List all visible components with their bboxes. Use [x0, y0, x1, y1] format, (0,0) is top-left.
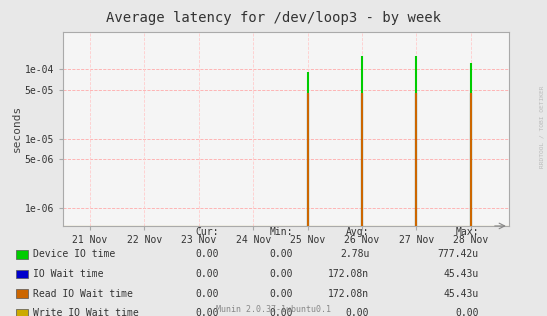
Text: Cur:: Cur: [195, 228, 219, 237]
Text: 2.78u: 2.78u [340, 249, 369, 259]
Text: 45.43u: 45.43u [444, 289, 479, 299]
Text: 0.00: 0.00 [269, 269, 293, 279]
Text: Avg:: Avg: [346, 228, 369, 237]
Text: 0.00: 0.00 [346, 308, 369, 316]
Text: Write IO Wait time: Write IO Wait time [33, 308, 138, 316]
Text: 0.00: 0.00 [455, 308, 479, 316]
Text: Read IO Wait time: Read IO Wait time [33, 289, 133, 299]
Text: Average latency for /dev/loop3 - by week: Average latency for /dev/loop3 - by week [106, 11, 441, 25]
Text: Device IO time: Device IO time [33, 249, 115, 259]
Text: 172.08n: 172.08n [328, 289, 369, 299]
Text: 0.00: 0.00 [195, 249, 219, 259]
Text: 45.43u: 45.43u [444, 269, 479, 279]
Text: IO Wait time: IO Wait time [33, 269, 103, 279]
Text: RRDTOOL / TOBI OETIKER: RRDTOOL / TOBI OETIKER [539, 85, 544, 168]
Text: 0.00: 0.00 [195, 289, 219, 299]
Text: 0.00: 0.00 [195, 308, 219, 316]
Text: 172.08n: 172.08n [328, 269, 369, 279]
Text: 0.00: 0.00 [195, 269, 219, 279]
Text: Munin 2.0.37-1ubuntu0.1: Munin 2.0.37-1ubuntu0.1 [216, 306, 331, 314]
Text: Min:: Min: [269, 228, 293, 237]
Text: Max:: Max: [455, 228, 479, 237]
Text: 0.00: 0.00 [269, 308, 293, 316]
Text: 0.00: 0.00 [269, 289, 293, 299]
Y-axis label: seconds: seconds [11, 105, 22, 152]
Text: 777.42u: 777.42u [438, 249, 479, 259]
Text: 0.00: 0.00 [269, 249, 293, 259]
